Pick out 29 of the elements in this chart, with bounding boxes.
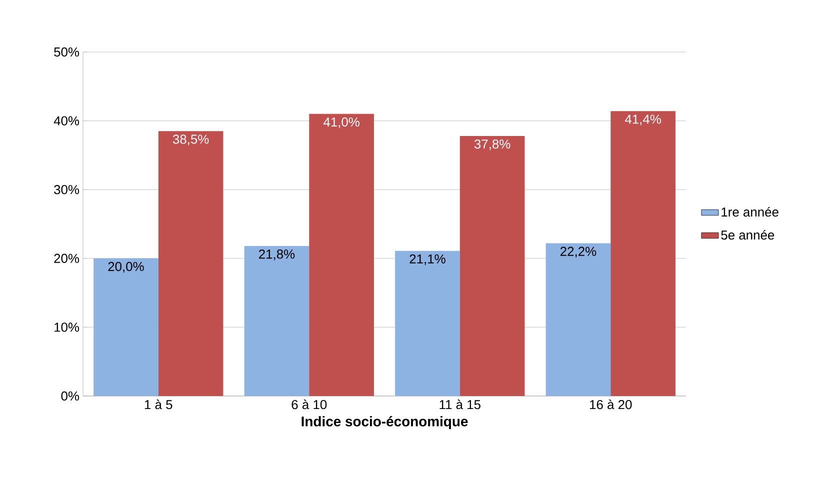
data-label: 20,0% [108, 262, 144, 273]
bar [395, 250, 460, 396]
y-tick-label: 0% [61, 391, 80, 401]
legend-label: 1re année [722, 206, 778, 217]
y-tick-label: 20% [54, 254, 80, 263]
data-label: 41,0% [323, 117, 360, 128]
y-tick-label: 10% [54, 322, 80, 332]
x-tick-label: 1 à 5 [144, 400, 172, 410]
bar [610, 111, 676, 396]
data-label: 21,1% [410, 254, 446, 266]
data-label: 38,5% [172, 134, 209, 146]
data-label: 41,4% [624, 114, 661, 126]
bar [158, 131, 224, 396]
y-tick-label: 30% [54, 185, 80, 194]
bar [244, 246, 310, 396]
y-tick-label: 40% [54, 116, 80, 126]
bar [460, 136, 525, 396]
x-tick-label: 6 à 10 [292, 400, 327, 410]
x-tick-label: 11 à 15 [440, 400, 480, 410]
data-label: 22,2% [560, 246, 596, 258]
legend-label: 5e année [721, 230, 774, 240]
x-tick-label: 16 à 20 [590, 400, 632, 410]
bar [309, 114, 374, 396]
data-label: 37,8% [474, 139, 510, 150]
x-axis-title: Indice socio-économique [302, 416, 468, 430]
y-tick-label: 50% [54, 47, 80, 57]
data-label: 21,8% [259, 250, 295, 260]
bar [94, 258, 158, 396]
bar [546, 243, 611, 396]
